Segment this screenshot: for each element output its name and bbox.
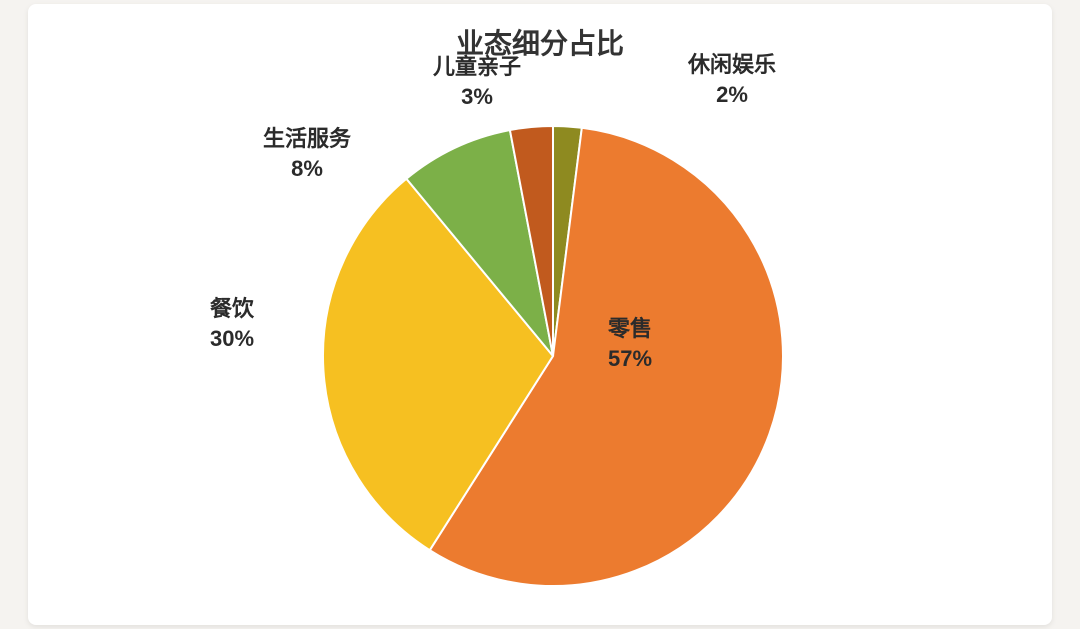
slice-label-name: 生活服务: [263, 124, 351, 154]
slice-label-value: 8%: [263, 154, 351, 184]
slice-label: 儿童亲子3%: [433, 52, 521, 111]
slice-label: 餐饮30%: [210, 294, 254, 353]
chart-card: 业态细分占比 休闲娱乐2%零售57%餐饮30%生活服务8%儿童亲子3%: [28, 4, 1052, 625]
slice-label-value: 2%: [688, 80, 776, 110]
pie-svg: [28, 4, 1052, 625]
slice-label-name: 零售: [608, 314, 652, 344]
slice-label-name: 儿童亲子: [433, 52, 521, 82]
chart-svg-holder: [28, 4, 1052, 629]
slice-label-value: 30%: [210, 324, 254, 354]
slice-label-value: 3%: [433, 82, 521, 112]
page-wrapper: 业态细分占比 休闲娱乐2%零售57%餐饮30%生活服务8%儿童亲子3%: [0, 0, 1080, 629]
slice-label-value: 57%: [608, 344, 652, 374]
slice-label-name: 餐饮: [210, 294, 254, 324]
slice-label: 生活服务8%: [263, 124, 351, 183]
slice-label: 休闲娱乐2%: [688, 50, 776, 109]
slice-label-name: 休闲娱乐: [688, 50, 776, 80]
slice-label: 零售57%: [608, 314, 652, 373]
